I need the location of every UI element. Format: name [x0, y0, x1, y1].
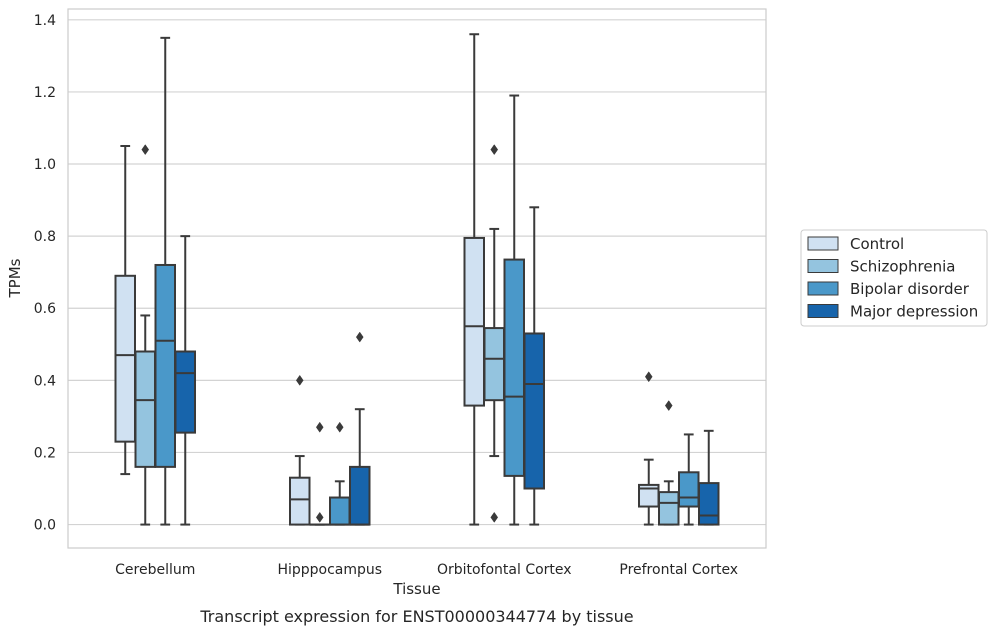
y-axis-ticks: 0.0 0.2 0.4 0.6 0.8 1.0 1.2 1.4	[34, 13, 56, 534]
box-body	[463, 236, 485, 407]
box-bipolar-disorder	[154, 36, 176, 526]
box-major-depression	[698, 429, 720, 526]
outlier-point	[664, 400, 673, 412]
y-tick-label: 0.0	[34, 518, 56, 534]
y-tick-label: 1.4	[34, 13, 56, 29]
box-body	[289, 476, 311, 526]
box-body	[134, 350, 156, 468]
box-control	[463, 33, 485, 526]
x-tick-label: Orbitofontal Cortex	[437, 562, 572, 578]
box-control	[114, 145, 136, 476]
box-major-depression	[174, 235, 196, 526]
y-tick-label: 1.2	[34, 85, 56, 101]
box-body	[678, 471, 700, 508]
box-schizophrenia	[309, 421, 331, 526]
outlier-point	[295, 374, 304, 386]
box-body	[114, 274, 136, 443]
box-body	[523, 332, 545, 490]
box-bipolar-disorder	[503, 94, 525, 526]
legend: Control Schizophrenia Bipolar disorder Majo…	[800, 229, 988, 327]
box-major-depression	[349, 331, 371, 526]
x-tick-label: Prefrontal Cortex	[619, 562, 738, 578]
outlier-point	[141, 144, 150, 156]
legend-swatch	[807, 259, 839, 273]
x-tick-label: Hipppocampus	[277, 562, 382, 578]
legend-frame	[800, 229, 988, 327]
legend-label: Bipolar disorder	[850, 280, 970, 298]
y-tick-label: 1.0	[34, 157, 56, 173]
box-schizophrenia	[658, 400, 680, 526]
box-major-depression	[523, 206, 545, 526]
legend-label: Major depression	[850, 303, 978, 321]
box-body	[658, 491, 680, 526]
outlier-point	[355, 331, 364, 343]
x-axis-ticks: Cerebellum Hipppocampus Orbitofontal Corte…	[115, 562, 738, 578]
box-control	[289, 374, 311, 526]
y-tick-label: 0.4	[34, 373, 56, 389]
outlier-point	[315, 511, 324, 523]
box-bipolar-disorder	[329, 421, 351, 526]
box-body	[503, 258, 525, 477]
box-schizophrenia	[483, 144, 505, 523]
y-axis-label: TPMs	[6, 258, 24, 298]
box-bipolar-disorder	[678, 433, 700, 526]
box-body	[154, 263, 176, 468]
outlier-point	[644, 371, 653, 383]
outlier-point	[490, 144, 499, 156]
plot-frame	[67, 8, 767, 549]
x-tick-label: Cerebellum	[115, 562, 195, 578]
box-schizophrenia	[134, 144, 156, 526]
legend-swatch	[807, 281, 839, 296]
legend-label: Schizophrenia	[850, 258, 955, 276]
y-tick-label: 0.6	[34, 301, 56, 317]
x-axis-label: Tissue	[392, 580, 440, 598]
box-body	[329, 496, 351, 526]
box-body	[349, 465, 371, 526]
legend-label: Control	[850, 235, 904, 253]
box-body	[174, 350, 196, 434]
outlier-point	[315, 421, 324, 433]
box-plots	[114, 33, 720, 526]
outlier-point	[335, 421, 344, 433]
box-control	[638, 371, 660, 526]
y-tick-label: 0.8	[34, 229, 56, 245]
legend-swatch	[807, 236, 839, 251]
box-body	[483, 327, 505, 402]
y-tick-label: 0.2	[34, 445, 56, 461]
box-body	[698, 482, 720, 526]
outlier-point	[490, 511, 499, 523]
chart-caption: Transcript expression for ENST0000034477…	[199, 607, 633, 626]
legend-swatch	[807, 304, 839, 318]
